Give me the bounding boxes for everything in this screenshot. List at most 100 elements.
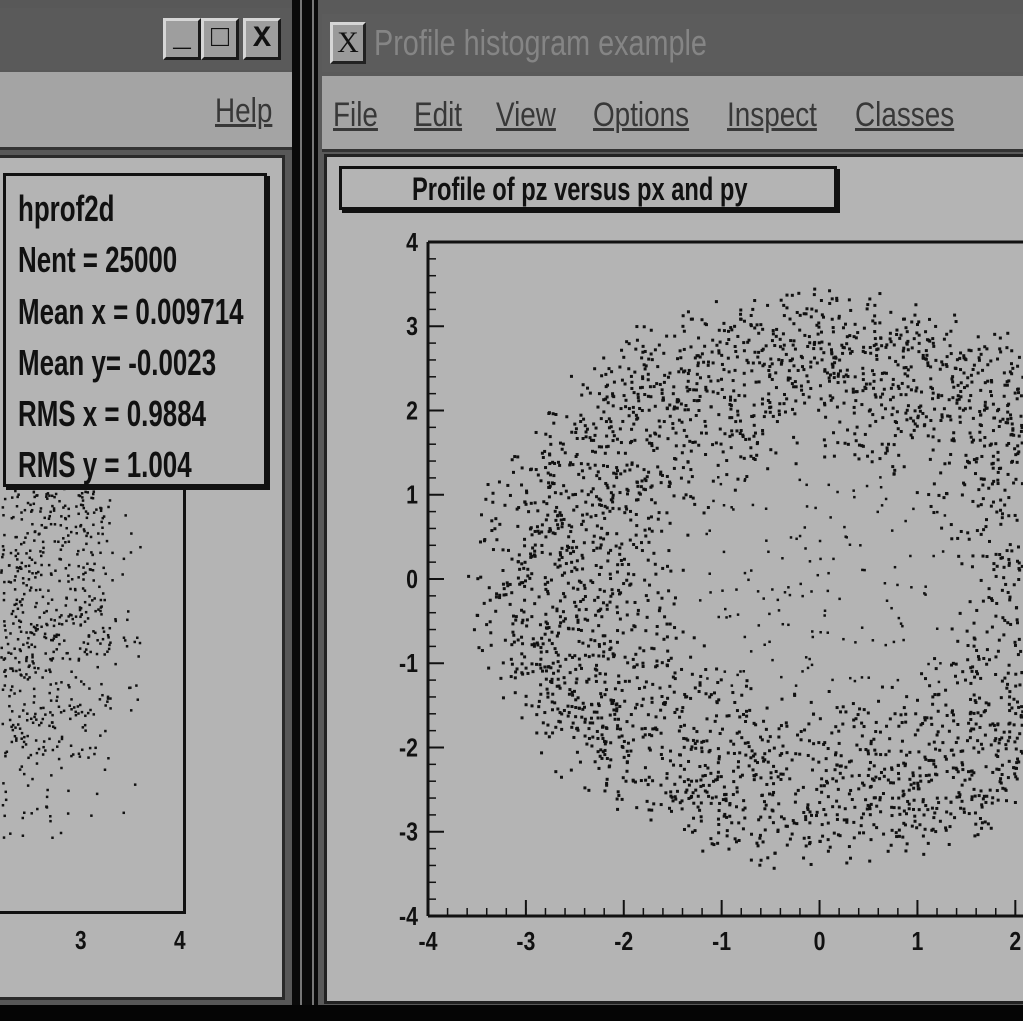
scatter-point — [687, 480, 691, 484]
scatter-point — [738, 715, 742, 719]
menu-options[interactable]: Options — [593, 96, 690, 134]
left-scatter-point — [25, 659, 28, 663]
left-scatter-point — [100, 682, 103, 686]
scatter-point — [679, 725, 683, 729]
scatter-point — [597, 644, 601, 648]
scatter-point — [1008, 690, 1012, 694]
scatter-point — [735, 588, 738, 591]
scatter-point — [689, 449, 693, 453]
menu-classes[interactable]: Classes — [855, 96, 955, 134]
scatter-point — [567, 546, 571, 550]
scatter-point — [616, 629, 620, 633]
left-scatter-point — [70, 698, 73, 701]
scatter-point — [753, 752, 757, 756]
scatter-point — [938, 819, 942, 823]
scatter-point — [841, 326, 845, 330]
scatter-point — [615, 605, 619, 609]
scatter-point — [924, 677, 928, 681]
left-scatter-point — [42, 611, 46, 614]
scatter-point — [957, 791, 961, 795]
scatter-point — [1019, 649, 1023, 653]
scatter-point — [906, 339, 910, 343]
maximize-button[interactable]: □ — [201, 18, 239, 60]
scatter-point — [879, 378, 883, 382]
scatter-point — [897, 771, 901, 775]
scatter-point — [974, 472, 978, 476]
plot-title-box[interactable]: Profile of pz versus px and py — [339, 166, 837, 210]
close-button[interactable]: X — [243, 18, 281, 60]
scatter-point — [926, 808, 930, 812]
scatter-point — [874, 730, 878, 734]
scatter-point — [650, 696, 654, 700]
scatter-point — [524, 703, 528, 707]
scatter-point — [650, 529, 654, 533]
scatter-point — [691, 738, 695, 742]
scatter-point — [658, 606, 662, 610]
left-scatter-point — [77, 657, 81, 661]
scatter-point — [572, 508, 576, 512]
scatter-point — [586, 386, 590, 390]
scatter-point — [505, 581, 509, 585]
menu-help[interactable]: Help — [215, 92, 273, 130]
scatter-point — [984, 518, 988, 522]
scatter-point — [490, 529, 494, 533]
scatter-point — [845, 536, 849, 539]
scatter-point — [560, 447, 564, 451]
minimize-button[interactable]: _ — [163, 18, 201, 60]
scatter-point — [713, 719, 717, 723]
menu-file[interactable]: File — [333, 96, 378, 134]
scatter-point — [933, 693, 937, 697]
scatter-point — [665, 776, 669, 780]
scatter-point — [517, 506, 521, 510]
left-scatter-point — [70, 754, 73, 758]
scatter-point — [559, 621, 563, 625]
left-scatter-point — [69, 486, 72, 490]
left-scatter-point — [43, 632, 47, 636]
scatter-point — [520, 716, 524, 720]
scatter-point — [719, 678, 723, 682]
scatter-point — [929, 377, 933, 381]
scatter-point — [995, 564, 999, 568]
left-scatter-point — [46, 492, 50, 495]
scatter-point — [977, 657, 981, 661]
scatter-point — [802, 810, 806, 814]
menu-view[interactable]: View — [496, 96, 556, 134]
left-scatter-point — [14, 615, 18, 619]
window-menu-button[interactable]: X — [330, 22, 366, 64]
scatter-point — [612, 484, 616, 488]
scatter-point — [588, 436, 592, 440]
scatter-point — [769, 771, 773, 775]
scatter-point — [544, 535, 548, 539]
left-scatter-point — [3, 497, 7, 501]
scatter-point — [927, 759, 931, 763]
scatter-point — [762, 719, 766, 723]
right-window-titlebar[interactable] — [322, 14, 1023, 72]
left-scatter-point — [33, 715, 36, 719]
menu-edit[interactable]: Edit — [414, 96, 463, 134]
left-scatter-point — [84, 729, 87, 732]
scatter-point — [730, 429, 734, 433]
scatter-point — [1013, 640, 1017, 644]
scatter-point — [866, 752, 870, 756]
scatter-point — [632, 543, 636, 547]
scatter-point — [766, 303, 770, 307]
scatter-point — [897, 828, 901, 832]
left-scatter-point — [106, 697, 110, 700]
scatter-point — [668, 403, 672, 407]
stats-box[interactable]: hprof2d Nent = 25000 Mean x = 0.009714 M… — [3, 173, 267, 487]
scatter-point — [809, 360, 813, 364]
scatter-point — [989, 442, 993, 446]
left-scatter-point — [79, 503, 83, 507]
scatter-point — [947, 842, 951, 846]
scatter-point — [894, 359, 898, 363]
menu-inspect[interactable]: Inspect — [727, 96, 817, 134]
scatter-point — [667, 549, 671, 553]
scatter-point — [525, 489, 529, 493]
scatter-point — [685, 434, 689, 438]
scatter-point — [598, 754, 602, 758]
left-scatter-point — [18, 768, 22, 771]
scatter-point — [519, 581, 523, 585]
scatter-point — [783, 591, 787, 594]
scatter-point — [950, 537, 954, 541]
